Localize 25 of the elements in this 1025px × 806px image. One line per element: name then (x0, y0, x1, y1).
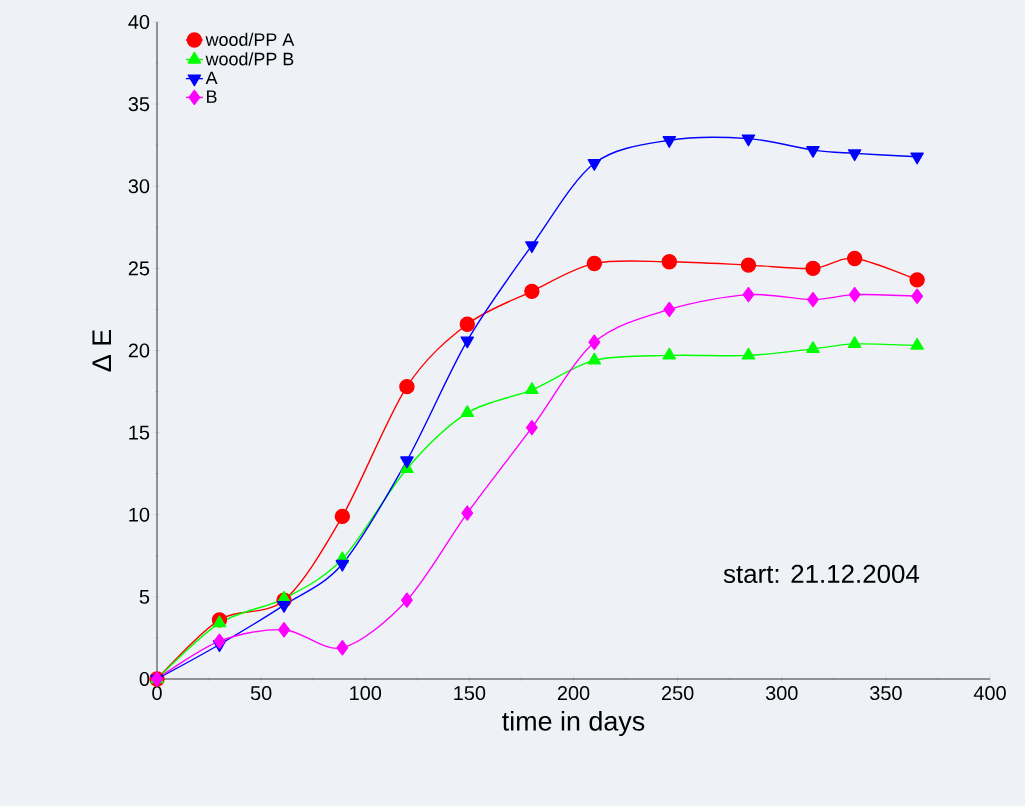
legend-label: wood/PP A (205, 32, 295, 46)
y-tick-label: 5 (139, 589, 150, 604)
x-tick-label: 100 (350, 686, 382, 701)
y-tick-label: 0 (139, 671, 150, 687)
y-tick-label: 15 (129, 425, 150, 440)
x-axis-title: time in days (502, 710, 645, 737)
legend-label: wood/PP B (205, 52, 294, 66)
y-tick-label: 35 (128, 97, 150, 112)
x-tick-label: 300 (765, 686, 798, 701)
x-tick-label: 200 (557, 686, 590, 701)
x-tick-label: 0 (152, 686, 162, 701)
x-tick-label: 150 (454, 686, 486, 701)
legend-label: B (207, 90, 217, 103)
y-tick-label: 40 (128, 14, 150, 30)
y-tick-label: 30 (128, 179, 150, 194)
y-tick-label: 20 (128, 343, 150, 358)
y-tick-label: 25 (128, 261, 150, 276)
x-tick-label: 350 (870, 686, 902, 701)
y-tick-label: 10 (129, 507, 150, 522)
y-axis-title: Δ E (92, 329, 111, 372)
x-tick-label: 50 (250, 686, 272, 701)
x-tick-label: 250 (662, 686, 694, 701)
legend-label: A (205, 71, 218, 85)
x-tick-label: 400 (973, 686, 1006, 701)
annotation: start: 21.12.2004 (723, 564, 920, 584)
